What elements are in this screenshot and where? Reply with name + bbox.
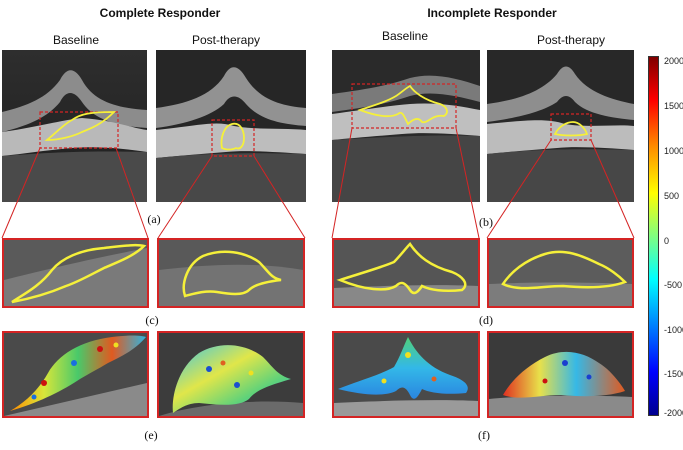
colorbar-tick: 500	[664, 191, 680, 201]
panel-label-a: (a)	[147, 212, 161, 226]
complete-post-therapy-oct-scan	[156, 50, 306, 202]
complete-post-therapy-zoom-crop	[157, 238, 305, 308]
colorbar-tick: -1500	[664, 369, 683, 379]
colorbar-tick: 0	[664, 236, 670, 246]
incomplete-baseline-label: Baseline	[381, 29, 429, 43]
complete-post-therapy-label: Post-therapy	[191, 33, 261, 47]
incomplete-post-therapy-zoom-crop	[487, 238, 634, 308]
complete-baseline-heatmap	[2, 331, 149, 418]
colorbar-tick: 1500	[664, 101, 683, 111]
incomplete-post-therapy-label: Post-therapy	[536, 33, 606, 47]
roi-box	[39, 111, 119, 149]
incomplete-post-therapy-heatmap	[487, 331, 634, 418]
panel-label-b: (b)	[479, 215, 493, 229]
colorbar-tick: -2000	[664, 408, 683, 418]
incomplete-responder-title: Incomplete Responder	[427, 6, 557, 20]
panel-label-d: (d)	[479, 313, 493, 327]
complete-responder-title: Complete Responder	[99, 6, 221, 20]
incomplete-baseline-zoom-crop	[332, 238, 480, 308]
incomplete-baseline-heatmap	[332, 331, 480, 418]
panel-label-c: (c)	[145, 313, 159, 327]
colorbar-tick: -1000	[664, 325, 683, 335]
panel-label-f: (f)	[478, 428, 490, 442]
colorbar	[648, 56, 659, 416]
complete-baseline-oct-scan	[2, 50, 147, 202]
complete-post-therapy-heatmap	[157, 331, 305, 418]
colorbar-tick: 1000	[664, 146, 683, 156]
colorbar-tick: 2000	[664, 56, 683, 66]
incomplete-post-therapy-oct-scan	[487, 50, 634, 202]
incomplete-baseline-oct-scan	[332, 50, 480, 202]
complete-baseline-label: Baseline	[52, 33, 100, 47]
colorbar-tick: -500	[664, 280, 683, 290]
panel-label-e: (e)	[144, 428, 158, 442]
complete-baseline-zoom-crop	[2, 238, 149, 308]
